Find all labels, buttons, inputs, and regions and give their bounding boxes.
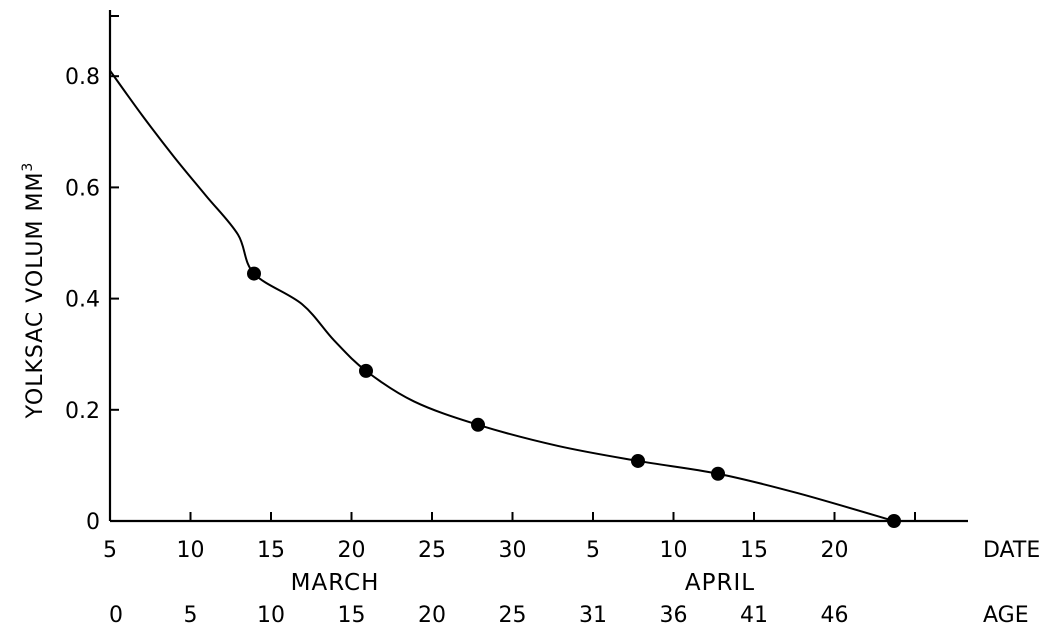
axes	[108, 10, 968, 523]
y-axis-title-superscript: 3	[20, 162, 36, 172]
date-tick-label: 20	[338, 538, 366, 563]
date-tick-label: 20	[821, 538, 849, 563]
age-tick-label: 0	[109, 603, 123, 628]
y-tick-label: 0.4	[65, 288, 100, 313]
y-tick-label: 0.6	[65, 176, 100, 201]
date-tick-label: 5	[103, 538, 117, 563]
point-layer	[247, 266, 901, 528]
y-axis-title: YOLKSAC VOLUM MM3	[20, 162, 48, 420]
y-tick-label: 0.2	[65, 399, 100, 424]
date-tick-label: 15	[740, 538, 768, 563]
data-point	[887, 514, 901, 528]
y-tick-label: 0	[86, 510, 100, 535]
age-tick-label: 31	[579, 603, 607, 628]
data-point	[359, 363, 373, 378]
curve-layer	[109, 70, 895, 522]
data-point	[247, 266, 261, 281]
y-tick-label: 0.8	[65, 65, 100, 90]
date-tick-label: 10	[177, 538, 205, 563]
age-tick-label: 5	[184, 603, 198, 628]
y-axis-title-text: YOLKSAC VOLUM MM	[23, 172, 48, 420]
month-label-march: MARCH	[291, 570, 380, 596]
x-ticks: 5 10 15 20 25 30 5 10 15 20 0 5 10 15 20 25 31 36 41 46	[103, 512, 916, 628]
age-tick-label: 46	[821, 603, 849, 628]
age-tick-label: 10	[257, 603, 285, 628]
date-tick-label: 5	[586, 538, 600, 563]
age-tick-label: 41	[740, 603, 768, 628]
date-tick-label: 10	[660, 538, 688, 563]
data-point	[631, 453, 645, 468]
date-tick-label: 30	[499, 538, 527, 563]
series-line	[109, 70, 895, 522]
month-label-april: APRIL	[685, 570, 755, 596]
age-tick-label: 20	[418, 603, 446, 628]
date-row-label: DATE	[983, 538, 1040, 563]
data-point	[471, 417, 485, 432]
age-row-label: AGE	[983, 603, 1029, 628]
age-tick-label: 36	[660, 603, 688, 628]
y-ticks: 0 0.2 0.4 0.6 0.8	[65, 15, 119, 535]
age-tick-label: 15	[338, 603, 366, 628]
date-tick-label: 15	[257, 538, 285, 563]
data-point	[711, 466, 725, 481]
date-tick-label: 25	[418, 538, 446, 563]
age-tick-label: 25	[499, 603, 527, 628]
